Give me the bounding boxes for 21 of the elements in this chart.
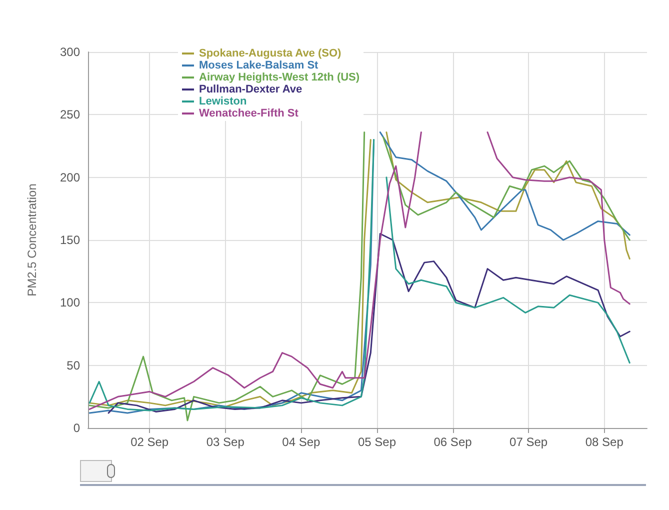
y-tick-label: 300 — [60, 45, 80, 59]
legend-label: Airway Heights-West 12th (US) — [199, 72, 360, 84]
x-tick-label: 06 Sep — [434, 435, 472, 449]
y-tick-label: 50 — [66, 358, 80, 372]
legend-label: Pullman-Dexter Ave — [199, 84, 302, 96]
y-tick-label: 100 — [60, 296, 80, 310]
y-tick-label: 200 — [60, 170, 80, 184]
x-tick-label: 05 Sep — [358, 435, 396, 449]
y-tick-label: 150 — [60, 233, 80, 247]
y-axis-title: PM2.5 Concentration — [25, 184, 39, 296]
y-tick-label: 0 — [73, 421, 80, 435]
legend-label: Moses Lake-Balsam St — [199, 60, 319, 72]
x-tick-label: 03 Sep — [206, 435, 245, 449]
x-tick-label: 07 Sep — [510, 435, 548, 449]
x-tick-label: 02 Sep — [130, 435, 169, 449]
legend-label: Lewiston — [199, 96, 247, 108]
x-tick-label: 04 Sep — [282, 435, 321, 449]
legend-label: Spokane-Augusta Ave (SO) — [199, 48, 342, 60]
y-tick-label: 250 — [60, 108, 80, 122]
x-tick-label: 08 Sep — [585, 435, 624, 449]
legend-label: Wenatchee-Fifth St — [199, 108, 299, 120]
